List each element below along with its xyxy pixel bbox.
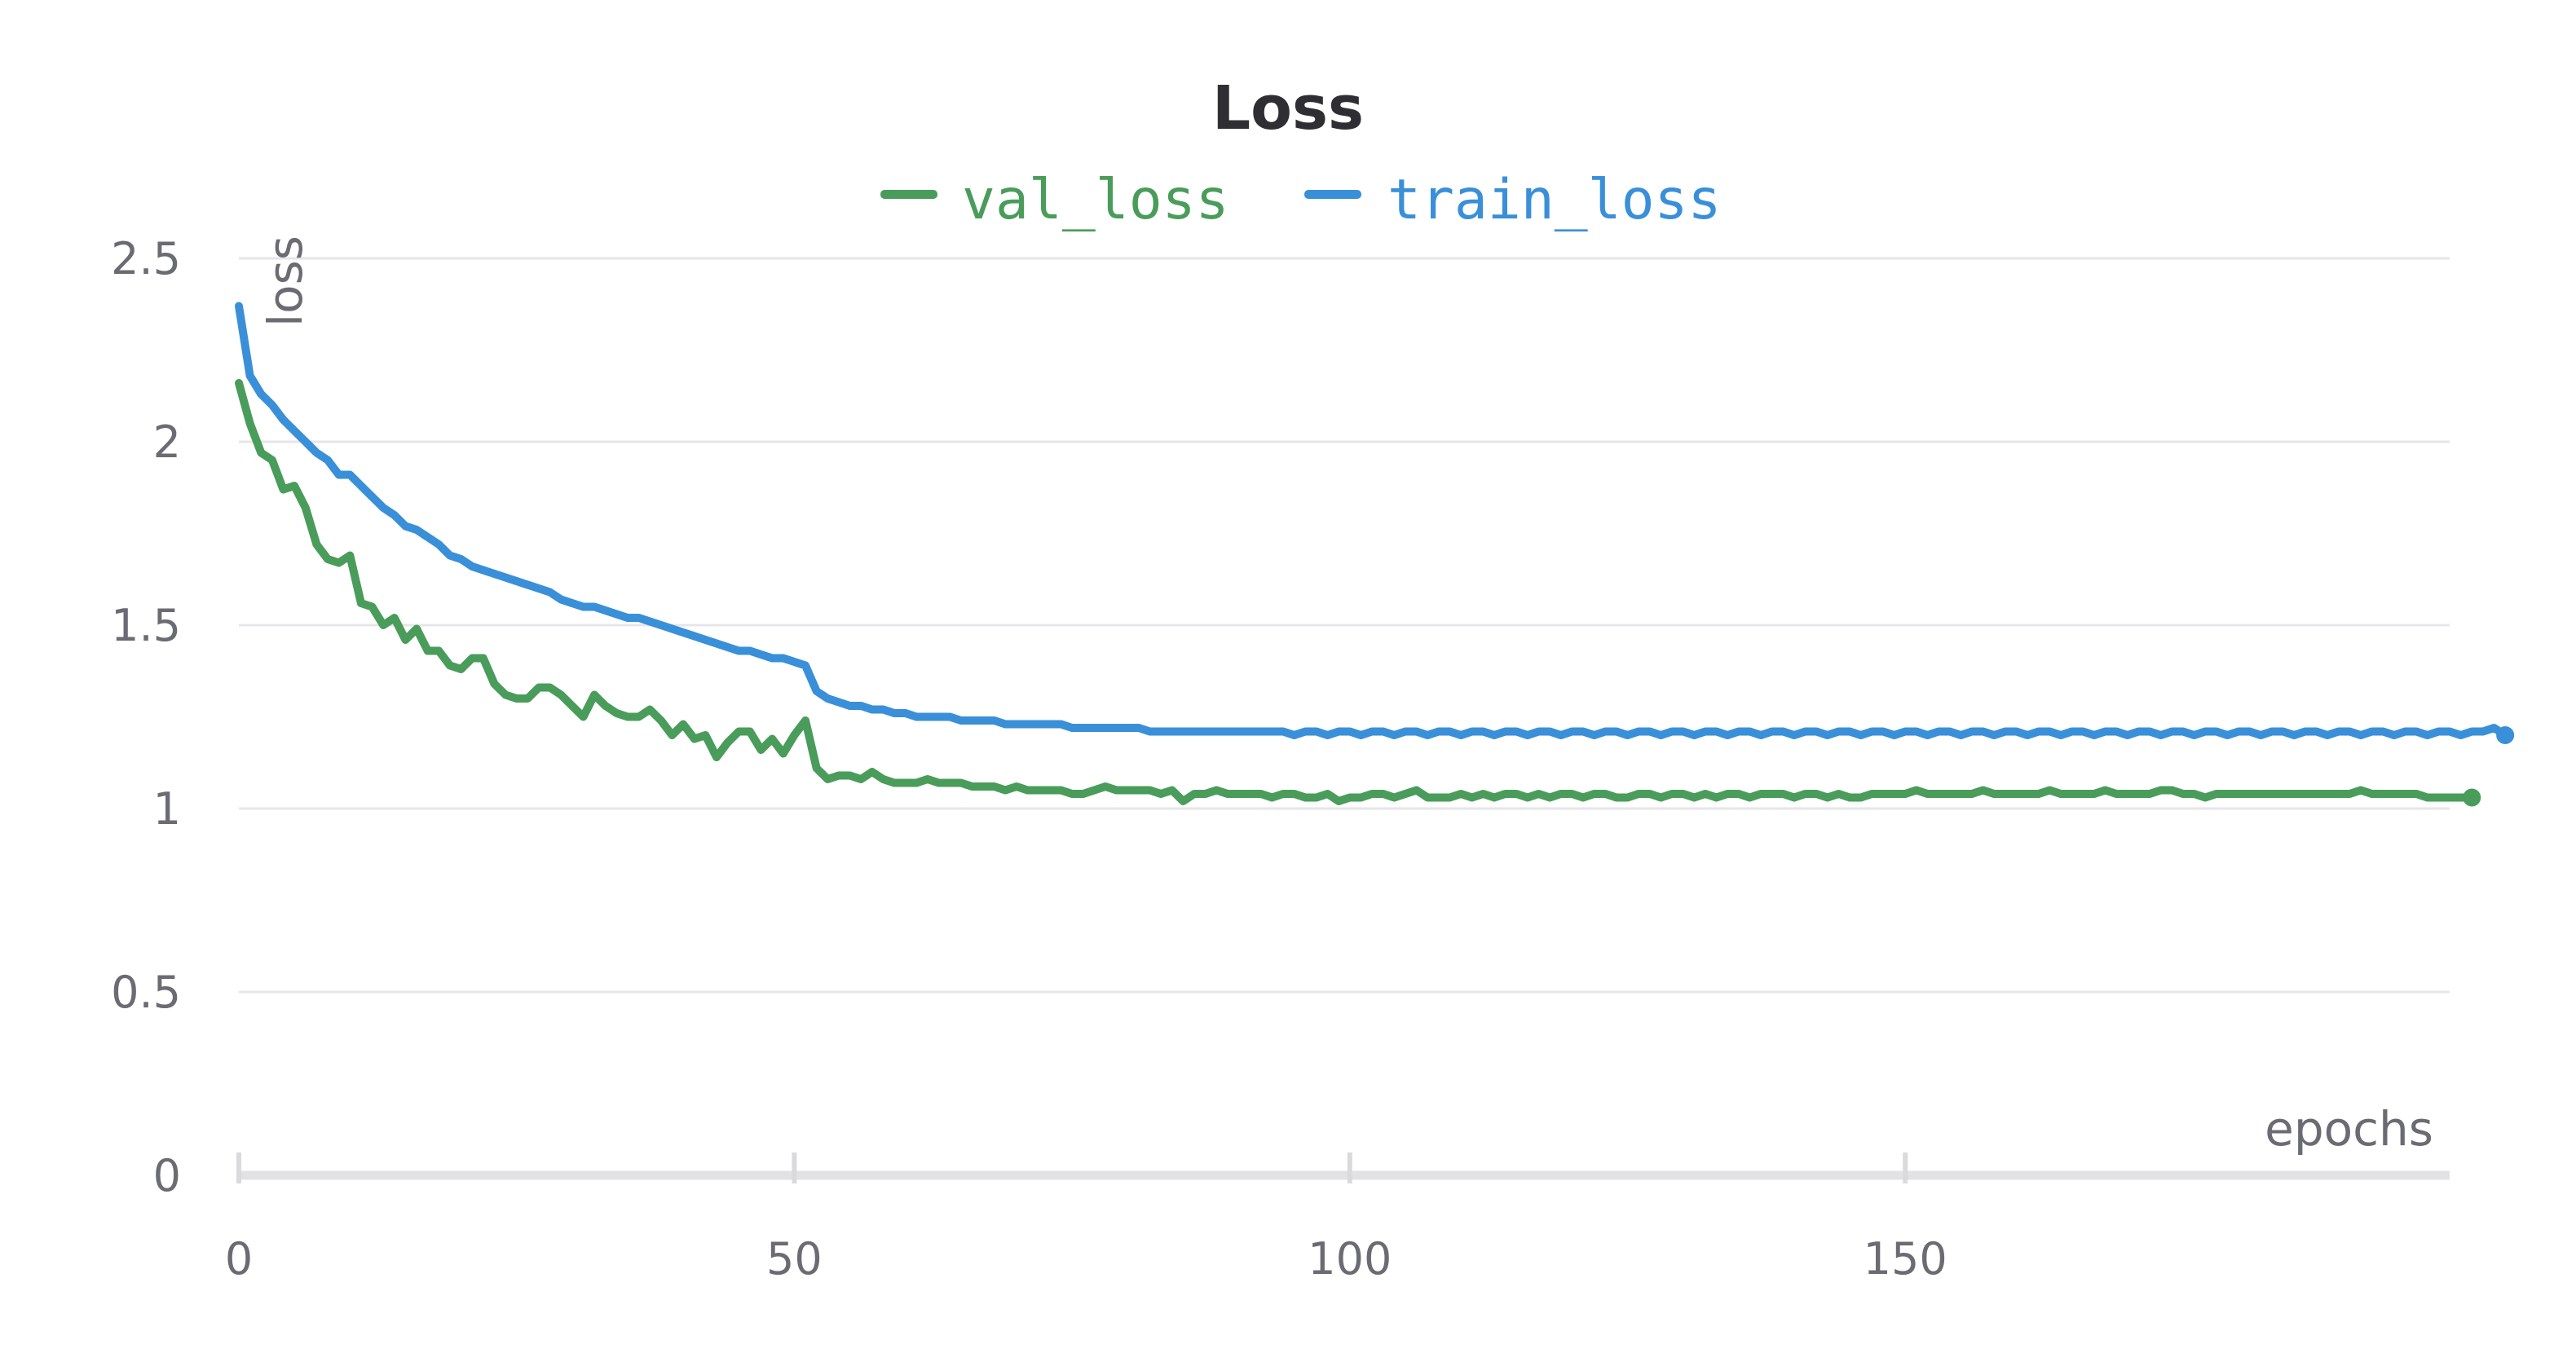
x-tick-label: 0 — [225, 1233, 253, 1285]
legend: val_loss train_loss — [880, 168, 1721, 232]
series-line-train-loss[interactable] — [235, 302, 2510, 739]
legend-swatch-train-loss — [1304, 190, 1361, 199]
y-tick-label: 0.5 — [111, 967, 181, 1018]
legend-label-val-loss: val_loss — [962, 168, 1229, 232]
x-tick-label: 100 — [1308, 1233, 1392, 1285]
legend-item-val-loss[interactable]: val_loss — [880, 168, 1229, 232]
y-tick-label: 1 — [153, 783, 181, 835]
y-axis-label: loss — [258, 236, 313, 327]
x-tick-label: 150 — [1864, 1233, 1947, 1285]
x-axis-ticks: 0 50 100 150 — [225, 1152, 1947, 1285]
series-endpoint-train-loss — [2496, 726, 2515, 744]
y-tick-label: 0 — [153, 1150, 181, 1201]
x-axis-label: epochs — [2265, 1101, 2433, 1157]
series-lines — [235, 302, 2515, 807]
legend-swatch-val-loss — [880, 190, 937, 199]
y-axis-ticks: 0 0.5 1 1.5 2 2.5 — [111, 233, 181, 1201]
y-tick-label: 2.5 — [111, 233, 181, 284]
series-endpoint-val-loss — [2463, 788, 2481, 807]
x-tick-label: 50 — [766, 1233, 823, 1285]
y-tick-label: 2 — [153, 416, 181, 468]
legend-item-train-loss[interactable]: train_loss — [1304, 168, 1721, 232]
series-line-val-loss[interactable] — [235, 379, 2477, 805]
y-tick-label: 1.5 — [111, 600, 181, 651]
grid-lines — [239, 257, 2450, 994]
legend-label-train-loss: train_loss — [1387, 168, 1721, 232]
chart-title: Loss — [1212, 73, 1364, 143]
